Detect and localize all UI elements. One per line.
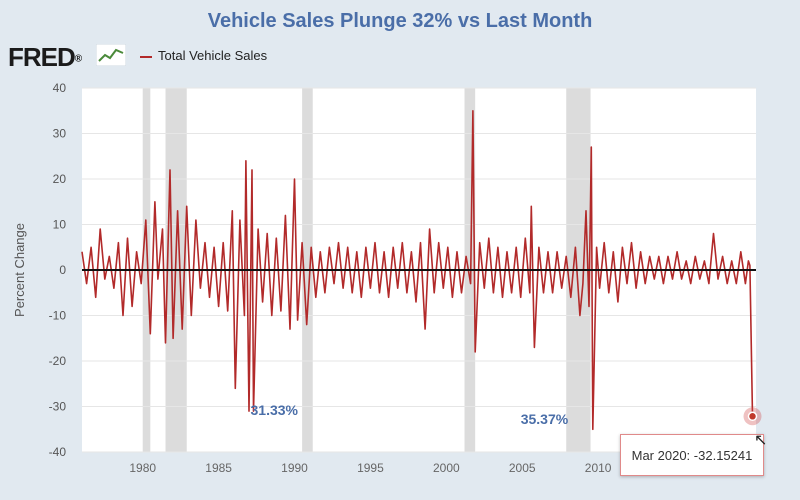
fred-sparkline-icon bbox=[96, 44, 126, 66]
y-tick-label: -30 bbox=[49, 400, 67, 414]
chart-tooltip: Mar 2020: -32.15241 bbox=[620, 434, 764, 476]
chart-title: Vehicle Sales Plunge 32% vs Last Month bbox=[207, 10, 593, 32]
y-tick-label: -40 bbox=[49, 445, 67, 459]
fred-logo-mark: ® bbox=[74, 53, 82, 65]
x-tick-label: 1980 bbox=[129, 461, 156, 475]
x-tick-label: 1995 bbox=[357, 461, 384, 475]
y-tick-label: -10 bbox=[49, 309, 67, 323]
chart-annotation: 35.37% bbox=[521, 411, 569, 427]
y-tick-label: -20 bbox=[49, 354, 67, 368]
chart-annotation: 31.33% bbox=[251, 402, 299, 418]
y-tick-label: 0 bbox=[59, 263, 66, 277]
tooltip-label: Mar 2020: bbox=[631, 447, 691, 463]
fred-logo-text: FRED bbox=[8, 42, 76, 72]
highlight-point bbox=[747, 411, 758, 422]
x-tick-label: 1985 bbox=[205, 461, 232, 475]
x-tick-label: 2005 bbox=[509, 461, 536, 475]
y-tick-label: 40 bbox=[53, 81, 67, 95]
x-tick-label: 2010 bbox=[585, 461, 612, 475]
legend-label: Total Vehicle Sales bbox=[158, 48, 268, 63]
x-tick-label: 1990 bbox=[281, 461, 308, 475]
y-tick-label: 20 bbox=[53, 172, 67, 186]
chart-legend[interactable]: Total Vehicle Sales bbox=[140, 48, 267, 63]
tooltip-value: -32.15241 bbox=[693, 447, 753, 463]
legend-swatch bbox=[140, 55, 152, 58]
mouse-cursor-icon: ↖ bbox=[754, 432, 768, 449]
y-axis-label: Percent Change bbox=[12, 223, 27, 317]
series-line bbox=[81, 110, 754, 431]
y-tick-label: 30 bbox=[53, 127, 67, 141]
fred-logo[interactable]: FRED® bbox=[8, 42, 82, 73]
x-tick-label: 2000 bbox=[433, 461, 460, 475]
y-tick-label: 10 bbox=[53, 218, 67, 232]
